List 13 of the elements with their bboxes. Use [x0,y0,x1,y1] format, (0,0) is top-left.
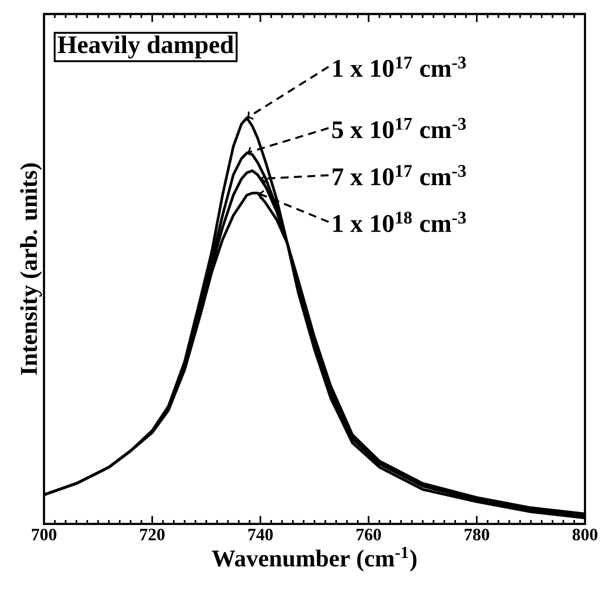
text: Heavily damped [58,35,234,58]
x-tick-label: 780 [464,528,490,540]
annotation: 5 x 10$^{17}$ cm$^{-3}$ [332,118,466,138]
x-tick-label: 700 [32,528,56,540]
x-tick-label: 720 [140,528,165,540]
annotation: 7 x 10$^{17}$ cm$^{-3}$ [332,165,466,186]
y-axis-title: Intensity (arb. units) [20,163,42,375]
annotation: 1 x 10$^{17}$ cm$^{-3}$ [333,56,466,77]
x-tick-label: 800 [572,528,598,540]
x-tick-label: 740 [248,528,273,540]
x-tick-label: 760 [356,528,381,540]
x-axis-title: Wavenumber (cm$^{-1}$) [212,546,416,572]
annotation: 1 x 10$^{18}$ cm$^{-3}$ [333,212,466,232]
